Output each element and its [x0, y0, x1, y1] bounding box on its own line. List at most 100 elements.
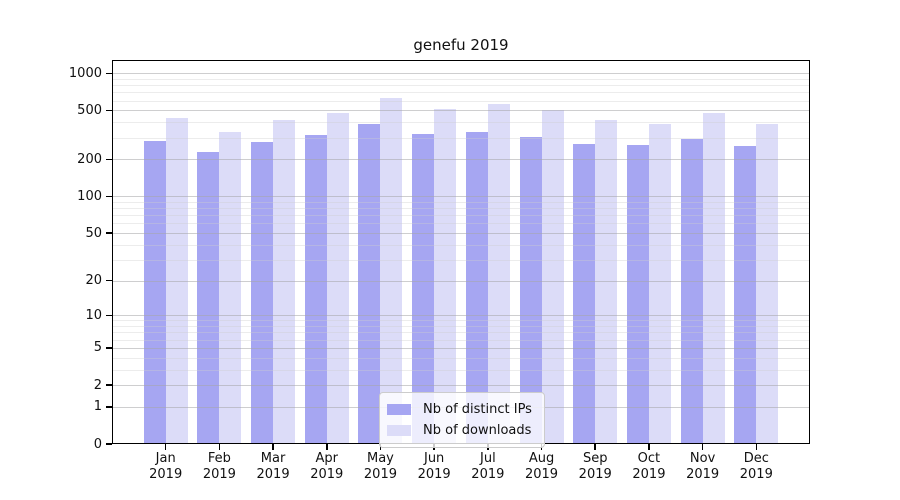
x-axis-tick	[594, 444, 597, 450]
gridline-major	[112, 315, 810, 317]
gridline-minor	[112, 339, 810, 341]
bar-downloads-aug	[541, 110, 564, 444]
y-axis-tick-label: 20	[85, 273, 102, 289]
gridline-minor	[112, 326, 810, 328]
y-axis-tick	[106, 279, 112, 282]
gridline-major	[112, 110, 810, 112]
gridline-minor	[112, 201, 810, 203]
bar-downloads-sep	[595, 120, 618, 444]
bar-distinct-ips-apr	[304, 135, 327, 444]
gridline-minor	[112, 85, 810, 87]
y-axis-tick	[106, 109, 112, 112]
y-axis-tick	[106, 232, 112, 234]
bar-distinct-ips-jun	[412, 134, 435, 444]
bar-distinct-ips-aug	[519, 136, 542, 444]
bar-downloads-nov	[702, 112, 725, 444]
x-axis-tick-label: May 2019	[363, 451, 397, 482]
x-axis-tick-label: Jul 2019	[471, 451, 505, 482]
gridline-minor	[112, 357, 810, 359]
bar-distinct-ips-sep	[573, 144, 596, 444]
x-axis-tick	[755, 444, 758, 450]
gridline-minor	[112, 215, 810, 217]
x-axis-tick	[164, 444, 167, 450]
bar-distinct-ips-nov	[680, 138, 703, 444]
legend-swatch-downloads	[387, 425, 411, 436]
gridline-major	[112, 233, 810, 235]
bar-downloads-feb	[219, 131, 242, 444]
bar-distinct-ips-feb	[197, 151, 220, 444]
legend-label-distinct-ips: Nb of distinct IPs	[423, 402, 532, 417]
y-axis-tick-label: 2	[93, 377, 102, 393]
legend-row-downloads: Nb of downloads	[387, 420, 536, 441]
x-axis-tick-label: Aug 2019	[524, 451, 559, 482]
gridline-minor	[112, 259, 810, 261]
x-axis-tick-label: Jun 2019	[417, 451, 451, 482]
gridline-minor	[112, 92, 810, 94]
gridline-minor	[112, 332, 810, 334]
y-axis-tick-label: 0	[93, 436, 102, 452]
gridline-major	[112, 73, 810, 75]
gridline-minor	[112, 369, 810, 371]
gridline-major	[112, 196, 810, 198]
y-axis-tick-label: 5	[93, 340, 102, 356]
legend-label-downloads: Nb of downloads	[423, 423, 532, 438]
y-axis-tick	[106, 195, 112, 198]
bar-downloads-apr	[326, 112, 349, 444]
gridline-minor	[112, 223, 810, 225]
chart-title: genefu 2019	[413, 36, 509, 54]
x-axis-tick	[218, 444, 221, 450]
gridline-minor	[112, 320, 810, 322]
gridline-major	[112, 159, 810, 161]
y-axis-tick	[106, 347, 112, 349]
gridline-minor	[112, 100, 810, 102]
bar-downloads-jun	[434, 109, 457, 444]
bar-distinct-ips-dec	[734, 146, 757, 444]
bar-distinct-ips-may	[358, 124, 381, 444]
x-axis-tick-label: Feb 2019	[202, 451, 236, 482]
x-axis-tick	[325, 444, 328, 450]
gridline-major	[112, 385, 810, 387]
gridline-minor	[112, 208, 810, 210]
bar-distinct-ips-oct	[626, 145, 649, 444]
legend: Nb of distinct IPs Nb of downloads	[379, 392, 545, 448]
y-axis-tick-label: 200	[77, 151, 102, 167]
x-axis-tick-label: Mar 2019	[256, 451, 290, 482]
bar-downloads-oct	[648, 124, 671, 444]
y-axis-tick-label: 1000	[68, 65, 102, 81]
bar-distinct-ips-jul	[465, 131, 488, 444]
y-axis-tick	[106, 443, 112, 445]
gridline-minor	[112, 122, 810, 124]
y-axis-tick	[106, 384, 112, 386]
x-axis-tick	[648, 444, 650, 450]
y-axis-tick-label: 1	[93, 399, 102, 415]
x-axis-tick-label: Nov 2019	[686, 451, 720, 482]
legend-swatch-distinct-ips	[387, 404, 411, 415]
x-axis-tick-label: Sep 2019	[578, 451, 612, 482]
y-axis-tick	[106, 406, 112, 408]
gridline-minor	[112, 78, 810, 80]
y-axis-tick	[106, 158, 112, 161]
bar-downloads-may	[380, 97, 403, 444]
bar-downloads-jul	[487, 103, 510, 444]
gridline-major	[112, 280, 810, 282]
bar-distinct-ips-jan	[143, 141, 166, 444]
x-axis-tick-label: Jan 2019	[149, 451, 183, 482]
x-axis-tick	[701, 444, 704, 450]
y-axis-tick-label: 500	[77, 102, 102, 118]
gridline-minor	[112, 244, 810, 246]
gridline-minor	[112, 137, 810, 139]
y-axis-tick-label: 100	[77, 188, 102, 204]
x-axis-tick	[272, 444, 274, 450]
bar-downloads-dec	[756, 123, 779, 444]
y-axis-tick-label: 10	[85, 307, 102, 323]
y-axis-tick	[106, 72, 112, 75]
x-axis-tick-label: Apr 2019	[310, 451, 344, 482]
gridline-major	[112, 347, 810, 349]
x-axis-tick-label: Dec 2019	[739, 451, 773, 482]
bar-downloads-mar	[273, 119, 296, 444]
x-axis-tick-label: Oct 2019	[632, 451, 666, 482]
legend-row-distinct-ips: Nb of distinct IPs	[387, 399, 536, 420]
y-axis-tick	[106, 314, 112, 317]
y-axis-tick-label: 50	[85, 225, 102, 241]
